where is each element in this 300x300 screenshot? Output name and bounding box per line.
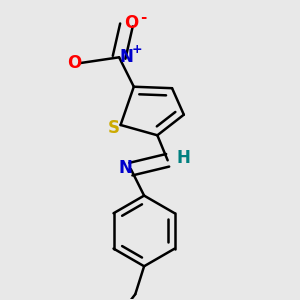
Text: N: N: [118, 159, 133, 177]
Text: N: N: [119, 48, 134, 66]
Text: O: O: [67, 54, 81, 72]
Text: -: -: [140, 10, 147, 25]
Text: S: S: [108, 119, 120, 137]
Text: +: +: [132, 44, 143, 56]
Text: O: O: [124, 14, 138, 32]
Text: H: H: [177, 149, 191, 167]
